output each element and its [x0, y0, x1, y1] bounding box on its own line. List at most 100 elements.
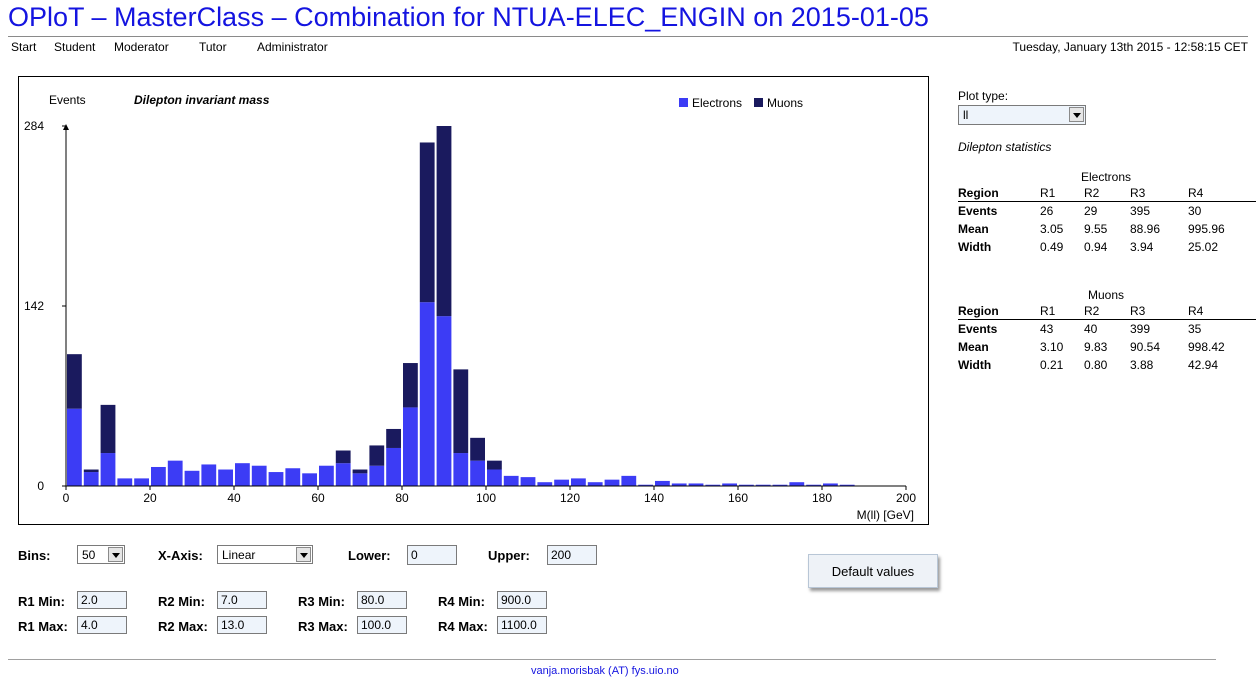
nav-administrator[interactable]: Administrator [257, 40, 328, 54]
footer-contact[interactable]: vanja.morisbak (AT) fys.uio.no [531, 665, 679, 677]
muons-row: Events 43 40 399 35 [958, 320, 1256, 338]
muon-bar [100, 404, 116, 454]
current-datetime: Tuesday, January 13th 2015 - 12:58:15 CE… [1012, 40, 1248, 54]
legend-electrons-swatch [679, 98, 688, 107]
r3-min-label: R3 Min: [298, 594, 345, 609]
electron-bar [839, 484, 855, 486]
xaxis-label: X-Axis: [158, 548, 203, 563]
stats-cell: 43 [1040, 322, 1054, 336]
x-tick-label: 80 [395, 491, 409, 505]
default-values-button[interactable]: Default values [808, 554, 938, 588]
electron-bar [470, 460, 485, 486]
legend-muons-swatch [754, 98, 763, 107]
x-tick-label: 20 [143, 491, 157, 505]
r2-max-input[interactable] [217, 616, 267, 634]
x-tick-label: 60 [311, 491, 325, 505]
r1-max-label: R1 Max: [18, 619, 68, 634]
r1-max-input[interactable] [77, 616, 127, 634]
muon-bar [352, 469, 368, 474]
r2-min-input[interactable] [217, 591, 267, 609]
muons-header-rule [958, 319, 1256, 320]
lower-label: Lower: [348, 548, 391, 563]
electron-bar [571, 478, 586, 486]
chevron-down-icon[interactable] [296, 547, 311, 562]
chevron-down-icon[interactable] [108, 547, 123, 562]
r1-min-input[interactable] [77, 591, 127, 609]
electron-bar [100, 453, 116, 486]
stats-cell: 3.88 [1130, 358, 1154, 372]
electrons-header-rule [958, 201, 1256, 202]
stats-header-cell: R2 [1084, 186, 1100, 200]
bins-select[interactable]: 50 [77, 545, 125, 564]
electron-bar [436, 316, 452, 486]
electron-bar [487, 469, 502, 486]
muon-bar [386, 428, 401, 448]
nav-student[interactable]: Student [54, 40, 96, 54]
electron-bar [386, 447, 401, 486]
r2-min-label: R2 Min: [158, 594, 205, 609]
title-divider [8, 36, 1248, 37]
x-tick-label: 140 [644, 491, 664, 505]
xaxis-select[interactable]: Linear [217, 545, 313, 564]
muon-bar [453, 369, 469, 454]
stats-cell: 3.10 [1040, 340, 1064, 354]
muon-bar [335, 450, 351, 464]
stats-cell: 29 [1084, 204, 1098, 218]
stats-cell: 3.94 [1130, 240, 1154, 254]
electron-bar [83, 472, 99, 486]
r2-max-label: R2 Max: [158, 619, 208, 634]
upper-input[interactable] [547, 545, 597, 565]
stats-title: Dilepton statistics [958, 140, 1052, 154]
r3-min-input[interactable] [357, 591, 407, 609]
electron-bar [235, 463, 250, 486]
electrons-row: Events 26 29 395 30 [958, 202, 1256, 220]
r4-max-input[interactable] [497, 616, 547, 634]
r3-max-input[interactable] [357, 616, 407, 634]
bins-value: 50 [82, 548, 96, 562]
dilepton-mass-chart: 0 20 40 60 80 100 120 140 160 180 200 0 142 284 Event… [24, 93, 916, 522]
muons-caption: Muons [1088, 288, 1125, 302]
plot-type-select[interactable]: ll [958, 105, 1086, 125]
r3-max-label: R3 Max: [298, 619, 348, 634]
chevron-down-icon[interactable] [1069, 107, 1084, 122]
x-tick-label: 40 [227, 491, 241, 505]
electron-bar [755, 484, 771, 486]
muon-bar [470, 437, 485, 461]
electron-bar [587, 482, 603, 486]
lower-input[interactable] [407, 545, 457, 565]
electron-bar [419, 302, 435, 486]
electron-bar [369, 465, 385, 486]
nav-tutor[interactable]: Tutor [199, 40, 227, 54]
electron-bar [352, 473, 368, 486]
electrons-row: Mean 3.05 9.55 88.96 995.96 [958, 220, 1256, 238]
electron-bar [604, 479, 620, 486]
muon-bar [83, 469, 99, 473]
stats-cell: Width [958, 358, 992, 372]
stats-cell: Mean [958, 340, 989, 354]
electron-bar [184, 470, 200, 486]
r4-min-input[interactable] [497, 591, 547, 609]
electron-bar [739, 484, 754, 486]
stats-cell: 3.05 [1040, 222, 1064, 236]
chart-title: Dilepton invariant mass [134, 93, 270, 107]
r4-max-label: R4 Max: [438, 619, 488, 634]
nav-moderator[interactable]: Moderator [114, 40, 169, 54]
electron-bar [655, 480, 670, 486]
stats-cell: Events [958, 322, 998, 336]
electron-bar [403, 407, 418, 486]
muons-row: Width 0.21 0.80 3.88 42.94 [958, 356, 1256, 374]
stats-header-cell: Region [958, 304, 999, 318]
electron-bar [638, 484, 653, 486]
footer-divider [8, 659, 1216, 660]
electron-bar [671, 483, 687, 486]
electron-bar [151, 466, 166, 486]
plot-type-label: Plot type: [958, 89, 1009, 103]
electrons-row: Width 0.49 0.94 3.94 25.02 [958, 238, 1256, 256]
stats-cell: Mean [958, 222, 989, 236]
electrons-stats-table: Electrons Region R1 R2 R3 R4 Events 26 29 395 30 Me… [958, 170, 1256, 260]
muon-bar [487, 460, 502, 470]
stats-cell: 9.83 [1084, 340, 1108, 354]
bins-label: Bins: [18, 548, 51, 563]
nav-start[interactable]: Start [11, 40, 37, 54]
y-tick-label: 142 [24, 299, 44, 313]
